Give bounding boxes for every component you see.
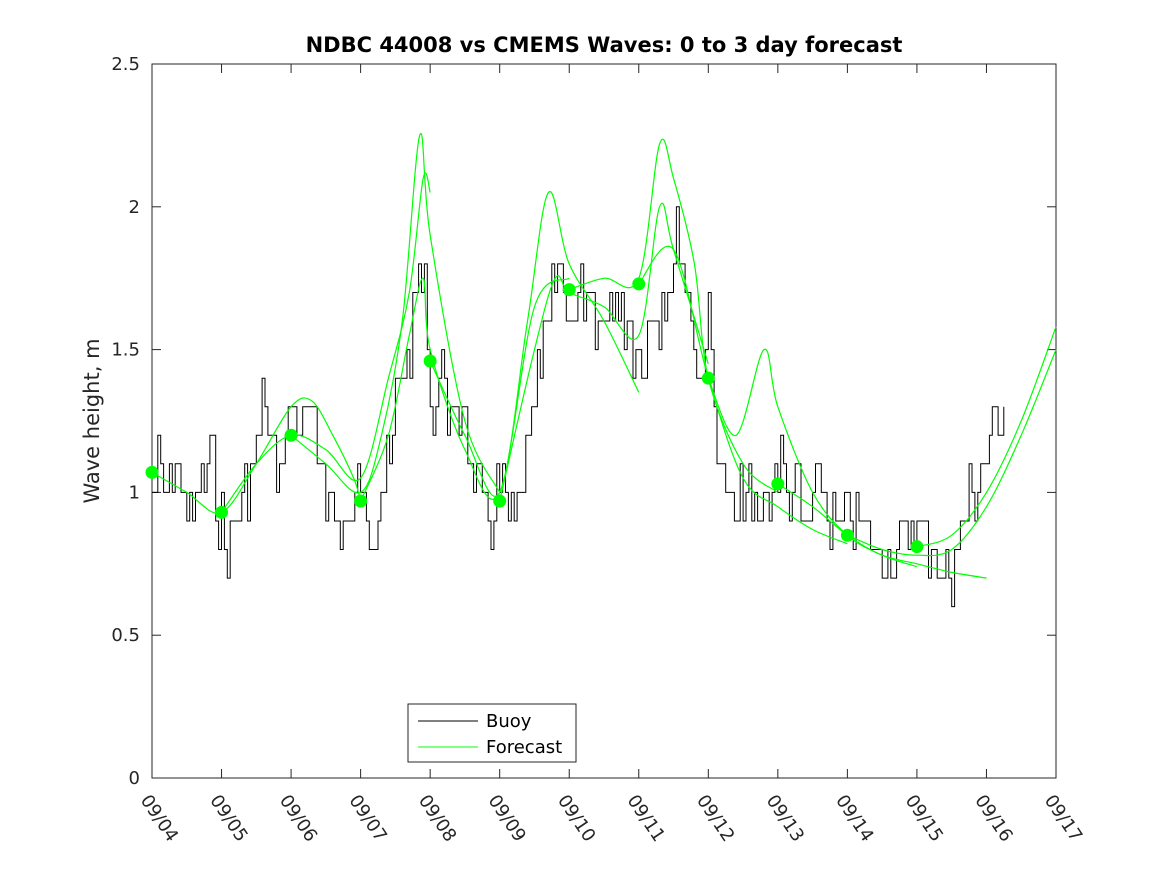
y-tick-label: 0.5 xyxy=(111,625,140,646)
x-tick-label: 09/14 xyxy=(831,791,877,846)
y-tick-label: 1.5 xyxy=(111,340,140,361)
x-tick-label: 09/05 xyxy=(205,791,251,846)
x-tick-label: 09/16 xyxy=(970,791,1016,846)
x-tick-label: 09/10 xyxy=(553,791,599,846)
chart-title: NDBC 44008 vs CMEMS Waves: 0 to 3 day fo… xyxy=(306,33,903,57)
forecast-line xyxy=(221,172,431,513)
y-tick-label: 1 xyxy=(129,482,140,503)
forecast-start-marker xyxy=(423,354,437,368)
x-tick-label: 09/04 xyxy=(136,791,182,846)
x-tick-label: 09/08 xyxy=(414,791,460,846)
forecast-line xyxy=(151,397,362,514)
x-tick-label: 09/17 xyxy=(1040,791,1086,846)
forecast-start-markers xyxy=(145,277,924,554)
forecast-start-marker xyxy=(771,477,785,491)
x-axis: 09/04 09/05 09/06 09/07 09/08 09/09 09/10 09/11… xyxy=(136,64,1086,846)
forecast-line xyxy=(847,349,1057,557)
forecast-start-marker xyxy=(701,371,715,385)
y-axis-label: Wave height, m xyxy=(80,338,104,503)
forecast-line xyxy=(638,245,848,545)
y-tick-label: 0 xyxy=(129,768,140,789)
legend-box xyxy=(407,703,577,763)
forecast-start-marker xyxy=(910,540,924,554)
forecast-start-marker xyxy=(284,428,298,442)
forecast-start-marker xyxy=(840,528,854,542)
forecast-start-marker xyxy=(354,494,368,508)
axes-frame xyxy=(151,63,1057,779)
forecast-line xyxy=(916,326,1057,548)
y-axis: 0 0.5 1 1.5 2 2.5 xyxy=(111,54,1056,789)
buoy-line xyxy=(152,206,1005,608)
x-tick-label: 09/11 xyxy=(623,791,669,846)
buoy-series xyxy=(152,206,1005,608)
x-tick-label: 09/12 xyxy=(692,791,738,846)
x-tick-label: 09/15 xyxy=(901,791,947,846)
forecast-start-marker xyxy=(632,277,646,291)
legend-forecast-label: Forecast xyxy=(486,737,562,758)
forecast-line xyxy=(777,483,987,579)
forecast-line xyxy=(429,191,640,497)
forecast-series-group xyxy=(151,132,1057,579)
forecast-line xyxy=(290,132,501,494)
x-tick-label: 09/06 xyxy=(275,791,321,846)
legend: Buoy Forecast xyxy=(407,703,577,763)
forecast-start-marker xyxy=(145,465,159,479)
forecast-line xyxy=(360,277,570,502)
forecast-start-marker xyxy=(562,283,576,297)
forecast-line xyxy=(569,138,779,493)
x-tick-label: 09/07 xyxy=(344,791,390,846)
x-tick-label: 09/09 xyxy=(484,791,530,846)
forecast-start-marker xyxy=(215,505,229,519)
x-tick-label: 09/13 xyxy=(762,791,808,846)
plot-frame xyxy=(151,63,1057,779)
forecast-start-marker xyxy=(493,494,507,508)
forecast-line xyxy=(499,202,709,502)
y-tick-label: 2 xyxy=(129,197,140,218)
y-tick-label: 2.5 xyxy=(111,54,140,75)
legend-buoy-label: Buoy xyxy=(486,711,532,732)
